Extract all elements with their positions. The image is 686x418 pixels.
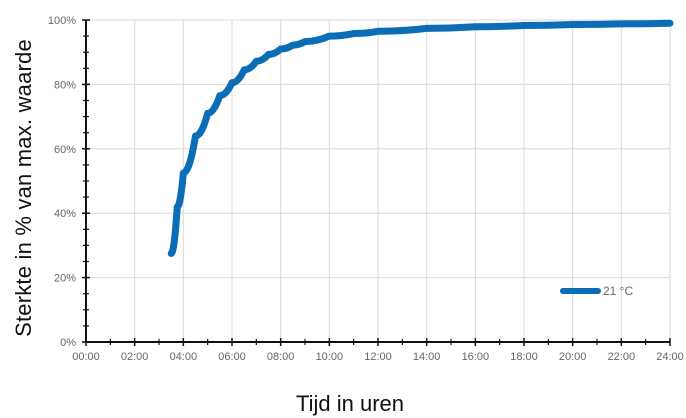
x-tick-label: 02:00 <box>121 351 149 363</box>
x-tick-label: 14:00 <box>413 351 441 363</box>
y-axis-label: Sterkte in % van max. waarde <box>11 39 36 337</box>
axis-layer: 00:00 02:00 04:00 06:00 08:00 10:00 12:00 14:00… <box>48 15 684 363</box>
x-tick-label: 04:00 <box>170 351 198 363</box>
grid-layer <box>85 19 671 342</box>
series-layer <box>167 19 674 257</box>
x-tick-label: 00:00 <box>72 351 100 363</box>
x-tick-label: 10:00 <box>316 351 344 363</box>
x-tick-label: 06:00 <box>218 351 246 363</box>
x-tick-label: 22:00 <box>608 351 636 363</box>
y-tick-label: 100% <box>48 15 76 27</box>
x-tick-label: 08:00 <box>267 351 295 363</box>
legend-label-21c: 21 °C <box>603 284 633 298</box>
y-tick-label: 20% <box>54 273 76 285</box>
y-tick-label: 0% <box>60 337 76 349</box>
y-tick-label: 60% <box>54 144 76 156</box>
series-line-21c <box>167 19 674 257</box>
y-tick-label: 80% <box>54 79 76 91</box>
legend: 21 °C <box>560 284 633 298</box>
x-tick-label: 16:00 <box>462 351 490 363</box>
x-tick-label: 20:00 <box>559 351 587 363</box>
x-tick-label: 12:00 <box>364 351 392 363</box>
y-tick-label: 40% <box>54 208 76 220</box>
x-tick-label: 18:00 <box>510 351 538 363</box>
x-tick-label: 24:00 <box>656 351 684 363</box>
x-axis-label: Tijd in uren <box>295 391 404 416</box>
